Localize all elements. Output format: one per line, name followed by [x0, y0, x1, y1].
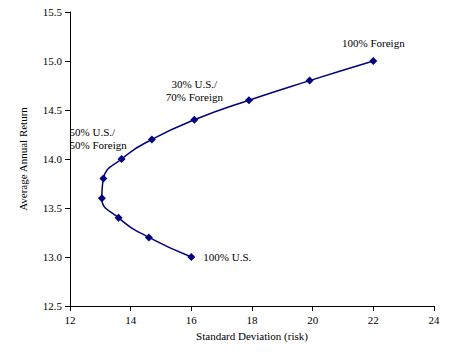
svg-text:12: 12	[65, 314, 76, 326]
svg-text:12.5: 12.5	[43, 300, 63, 312]
svg-text:13.0: 13.0	[43, 251, 63, 263]
svg-text:15.5: 15.5	[43, 6, 63, 18]
svg-text:50% Foreign: 50% Foreign	[70, 139, 128, 151]
svg-text:15.0: 15.0	[43, 55, 63, 67]
svg-text:24: 24	[429, 314, 441, 326]
svg-text:13.5: 13.5	[43, 202, 63, 214]
svg-text:100% U.S.: 100% U.S.	[203, 251, 251, 263]
svg-text:14.5: 14.5	[43, 104, 63, 116]
svg-text:18: 18	[247, 314, 259, 326]
svg-text:30% U.S./: 30% U.S./	[172, 78, 218, 90]
svg-text:14: 14	[125, 314, 137, 326]
svg-text:Average Annual Return: Average Annual Return	[17, 107, 29, 211]
svg-text:22: 22	[368, 314, 379, 326]
svg-text:Standard Deviation (risk): Standard Deviation (risk)	[196, 330, 308, 343]
svg-text:14.0: 14.0	[43, 153, 63, 165]
svg-text:50% U.S./: 50% U.S./	[70, 126, 116, 138]
svg-text:70% Foreign: 70% Foreign	[166, 91, 224, 103]
svg-text:20: 20	[307, 314, 319, 326]
svg-text:16: 16	[186, 314, 198, 326]
svg-text:100% Foreign: 100% Foreign	[342, 37, 405, 49]
